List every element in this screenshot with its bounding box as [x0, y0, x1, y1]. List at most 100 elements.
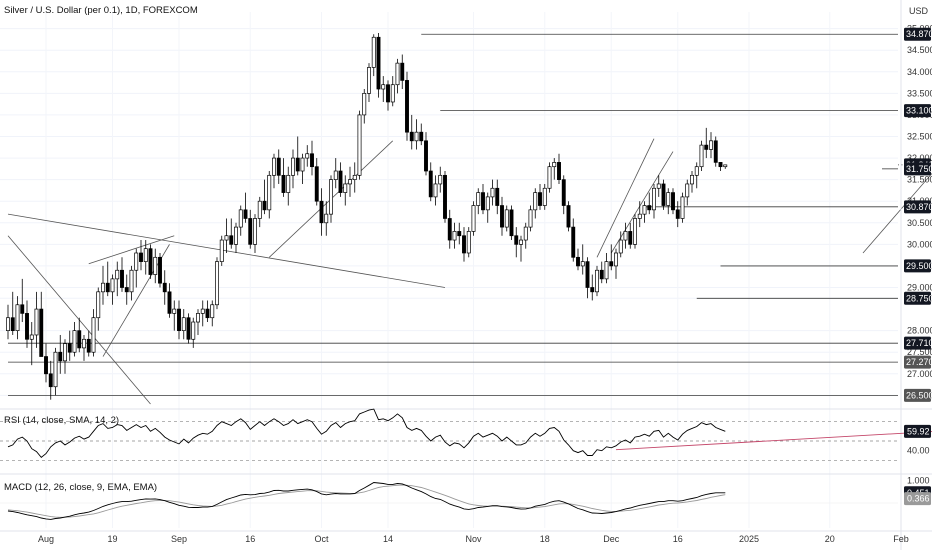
price-tick-label: 34.000 [907, 67, 932, 77]
candle-body [39, 308, 44, 357]
level-price-tag-label: 27.270 [906, 357, 932, 367]
candle-body [110, 278, 115, 293]
candle-body [177, 308, 181, 332]
candle-body [424, 140, 428, 172]
time-axis: Aug19Sep16Oct14Nov18Dec16202520Feb17Mar [0, 530, 932, 544]
candle-body [253, 218, 257, 245]
price-tick-label: 33.500 [907, 88, 932, 98]
candle-body [495, 187, 500, 206]
candle-body [452, 231, 457, 241]
candle-body [234, 226, 238, 245]
time-tick-label: 16 [245, 534, 255, 544]
candle-body [143, 248, 148, 262]
candle-body [120, 269, 124, 288]
candle-body [276, 157, 281, 176]
candle-body [685, 183, 690, 198]
candle-body [205, 308, 210, 319]
candle-body [633, 218, 637, 245]
price-tick-label: 30.000 [907, 239, 932, 249]
level-price-tag-label: 30.870 [906, 202, 932, 212]
chart-title: Silver / U.S. Dollar (per 0.1), 1D, FORE… [4, 5, 198, 16]
candle-body [300, 157, 305, 172]
time-tick-label: 20 [825, 534, 835, 544]
candle-body [96, 291, 101, 319]
candle-body [405, 80, 409, 133]
level-price-tag [904, 291, 931, 305]
candle-body [172, 308, 177, 314]
candle-body [286, 174, 291, 193]
candle-body [267, 174, 272, 211]
candle-body [599, 269, 604, 280]
candle-body [10, 317, 15, 332]
candle-body [628, 231, 633, 245]
time-tick-label: Aug [38, 534, 54, 544]
candle-body [718, 162, 723, 168]
candle-body [25, 313, 29, 340]
candle-body [257, 200, 262, 219]
candle-body [291, 157, 295, 176]
rsi-value-tag [904, 424, 931, 438]
candle-body [148, 248, 153, 275]
candle-body [34, 308, 39, 336]
candle-body [547, 166, 552, 189]
candle-body [367, 67, 371, 94]
candle-body [395, 62, 400, 86]
level-price-tag [904, 336, 931, 350]
candle-body [91, 317, 96, 353]
candle-body [58, 351, 63, 362]
macd-tick-label: 1.000 [907, 475, 930, 485]
candle-body [53, 351, 58, 388]
candle-body [305, 153, 310, 159]
price-tick-label: 30.500 [907, 218, 932, 228]
candle-body [390, 84, 395, 103]
time-tick-label: Feb [893, 534, 909, 544]
candle-body [129, 269, 134, 293]
candle-body [680, 196, 685, 219]
candle-body [191, 321, 196, 340]
candle-body [348, 179, 352, 185]
candle-body [386, 84, 390, 103]
time-tick-label: Oct [314, 534, 329, 544]
candle-body [238, 209, 243, 228]
candle-body [504, 209, 509, 228]
rsi-pane[interactable]: 40.00 59.92 [0, 408, 932, 461]
candle-body [196, 313, 200, 323]
price-tick-label: 27.000 [907, 369, 932, 379]
candle-body [476, 192, 481, 206]
candle-body [443, 174, 447, 219]
rsi-line [7, 408, 726, 459]
level-price-tag [904, 355, 931, 369]
signal-value-label: 0.366 [907, 494, 930, 504]
candle-body [329, 179, 333, 215]
trendline [88, 235, 175, 265]
level-price-tag-label: 26.500 [906, 390, 932, 400]
candle-body [181, 317, 186, 332]
trendline [610, 151, 674, 254]
candle-body [400, 62, 405, 81]
candle-body [538, 192, 542, 206]
candle-body [490, 187, 495, 198]
candle-body [519, 239, 523, 245]
candle-body [642, 205, 647, 215]
candle-body [376, 36, 381, 90]
candle-body [153, 256, 158, 275]
candle-body [509, 209, 514, 237]
time-tick-label: 19 [107, 534, 117, 544]
candle-body [281, 174, 286, 193]
candle-body [485, 196, 490, 211]
price-tick-label: 32.500 [907, 131, 932, 141]
candle-body [656, 183, 661, 189]
level-price-tag [904, 104, 931, 118]
candle-body [139, 252, 143, 262]
time-tick-label: Nov [465, 534, 482, 544]
candle-body [167, 291, 172, 314]
candle-body [604, 261, 609, 280]
level-price-tag-label: 34.870 [906, 29, 932, 39]
candle-body [666, 192, 671, 206]
candle-body [115, 269, 120, 280]
candle-body [709, 140, 713, 150]
candle-body [618, 239, 623, 254]
